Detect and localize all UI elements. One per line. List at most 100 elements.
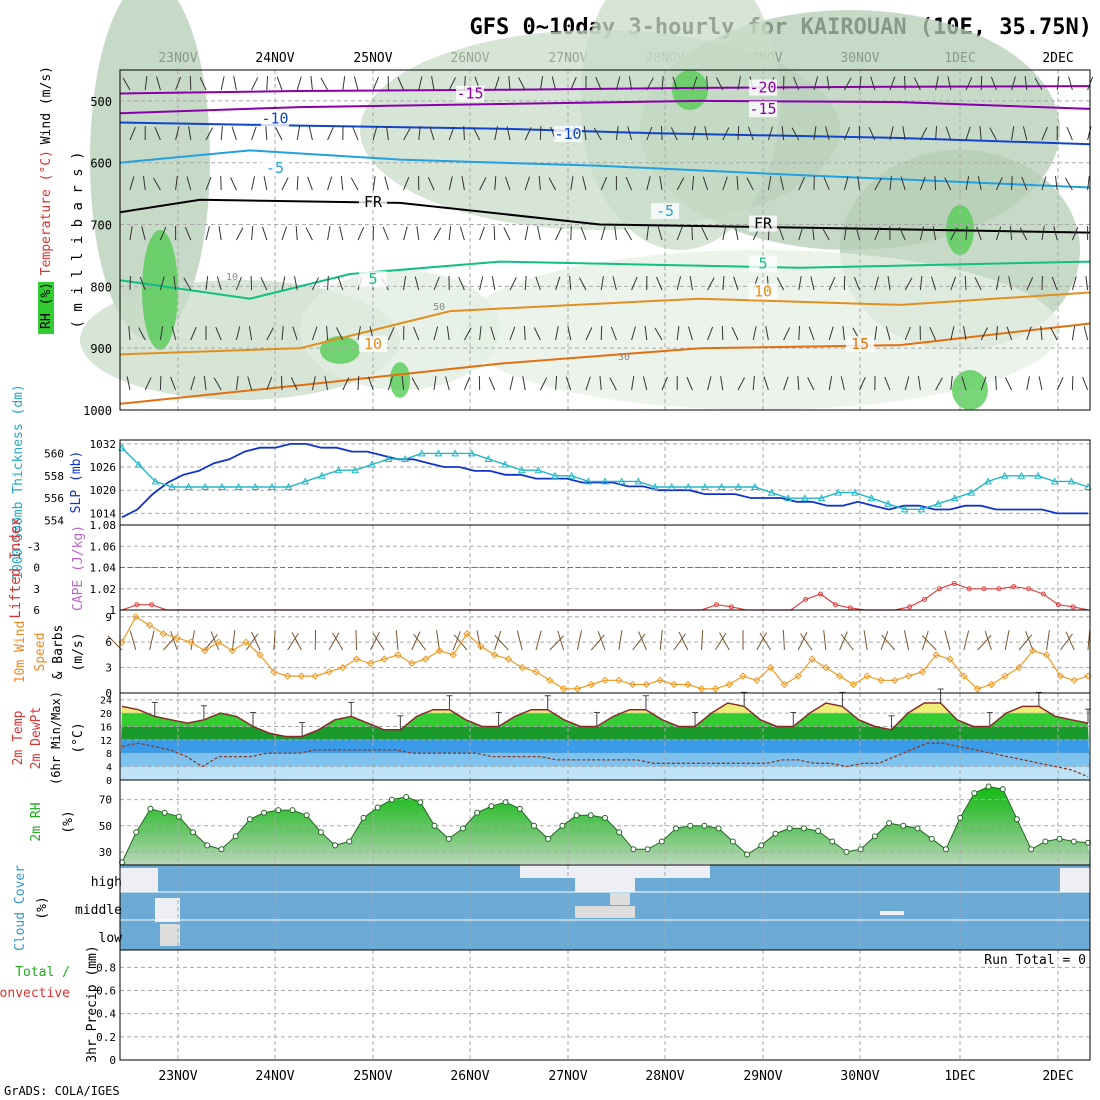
wind-barb — [1068, 76, 1073, 91]
wind-barb — [889, 176, 892, 191]
surface-wind-barb — [273, 630, 276, 651]
wind-speed-point — [973, 685, 982, 693]
wind-barb — [737, 76, 741, 91]
date-label-top: 2DEC — [1042, 51, 1073, 66]
wind-barb — [260, 277, 268, 291]
wind-axis-label-3: & Barbs — [51, 625, 66, 680]
wind-barb — [175, 176, 178, 191]
wind-barb — [418, 126, 421, 141]
wind-barb — [446, 326, 450, 341]
rh-point — [587, 812, 594, 819]
thickness-point — [534, 466, 543, 474]
wind-barb — [843, 176, 849, 191]
rh-point — [360, 814, 367, 821]
thickness-point — [184, 482, 193, 490]
wind-barb — [555, 375, 558, 391]
wind-barb — [199, 77, 207, 91]
thickness-point — [234, 482, 243, 490]
cape-point — [803, 596, 809, 602]
wind-barb — [798, 226, 804, 241]
wind-barb — [327, 127, 334, 141]
wind-barb — [311, 376, 316, 391]
surface-wind-barb — [1018, 634, 1033, 651]
wind-barb — [642, 376, 648, 391]
thickness-point — [884, 499, 892, 507]
wind-barb — [661, 76, 664, 91]
temp-tick: 4 — [106, 763, 112, 774]
surface-wind-barb — [638, 631, 647, 651]
wind-barb — [403, 127, 411, 141]
wind-speed-line — [121, 615, 1089, 690]
wind-barb — [931, 276, 937, 291]
wind-barb — [961, 376, 967, 391]
wind-barb — [1041, 176, 1047, 191]
wind-barb — [548, 177, 557, 191]
rh-point — [161, 809, 168, 816]
wind-barb — [722, 176, 728, 191]
wind-barb — [490, 326, 496, 341]
surface-wind-barb — [328, 632, 340, 651]
wind-barb — [859, 377, 866, 391]
li-axis-label: Lifted Index — [8, 517, 24, 618]
pressure-tick: 1000 — [83, 404, 112, 418]
wind-barb — [599, 376, 602, 391]
wind-barb — [791, 127, 800, 141]
rh-point — [1013, 816, 1020, 823]
wind-speed-point — [532, 668, 540, 676]
wind-barb — [539, 76, 544, 91]
surface-wind-barb — [1060, 633, 1073, 651]
wind-barb — [235, 326, 241, 341]
rh-point — [900, 822, 907, 829]
wind-barb — [448, 226, 452, 241]
wind-barb — [327, 275, 329, 291]
rh-legend-swatch — [38, 282, 54, 334]
rh-point — [843, 848, 850, 855]
wind-barb — [1034, 77, 1043, 91]
wind-barb — [853, 276, 861, 291]
rh-point — [545, 835, 552, 842]
contour-label-bg — [749, 283, 777, 300]
wind-barb — [159, 276, 165, 291]
precip-frame — [119, 949, 1091, 1061]
wind-barb — [798, 177, 805, 191]
thickness-point — [401, 454, 409, 463]
precip-axis-label: 3hr Precip (mm) — [85, 945, 100, 1062]
rh-point — [147, 805, 154, 812]
wind-barb — [1022, 126, 1028, 141]
wind-speed-point — [242, 638, 250, 646]
wind-barb — [524, 176, 531, 191]
wind-speed-point — [918, 668, 927, 676]
wind-barb — [859, 76, 862, 91]
surface-wind-barb — [1087, 630, 1091, 651]
rh-point — [800, 825, 807, 832]
date-label-bottom: 27NOV — [548, 1069, 587, 1084]
wind-barb — [508, 76, 511, 91]
wind-barb — [691, 176, 695, 191]
thickness-point — [567, 471, 576, 479]
wind-barb — [783, 376, 789, 391]
wind-barb — [251, 226, 254, 241]
wind-barb — [676, 226, 683, 241]
cape-point — [981, 586, 987, 592]
thickness-point — [767, 488, 776, 496]
cape-point — [713, 602, 719, 608]
surface-wind-barb — [782, 630, 785, 651]
wind-speed-point — [504, 655, 513, 663]
wind-barb — [868, 127, 876, 141]
wind-barb — [1056, 377, 1064, 391]
wind-barb — [129, 226, 133, 241]
cape-tick: 1.02 — [90, 583, 117, 596]
thickness-point — [168, 482, 176, 490]
upper-axis-rh: RH (%) — [39, 282, 54, 329]
wind-barb — [186, 176, 192, 191]
surface-wind-barb — [944, 630, 951, 651]
thickness-point — [201, 482, 210, 490]
wind-barb — [175, 126, 180, 141]
wind-barb — [342, 76, 346, 91]
pressure-tick: 500 — [90, 95, 112, 109]
wind-barb — [411, 377, 420, 391]
wind-barb — [524, 275, 527, 291]
freezing-line — [119, 198, 1091, 234]
surface-wind-barb — [355, 629, 358, 651]
cloud-level-label: middle — [75, 903, 122, 918]
